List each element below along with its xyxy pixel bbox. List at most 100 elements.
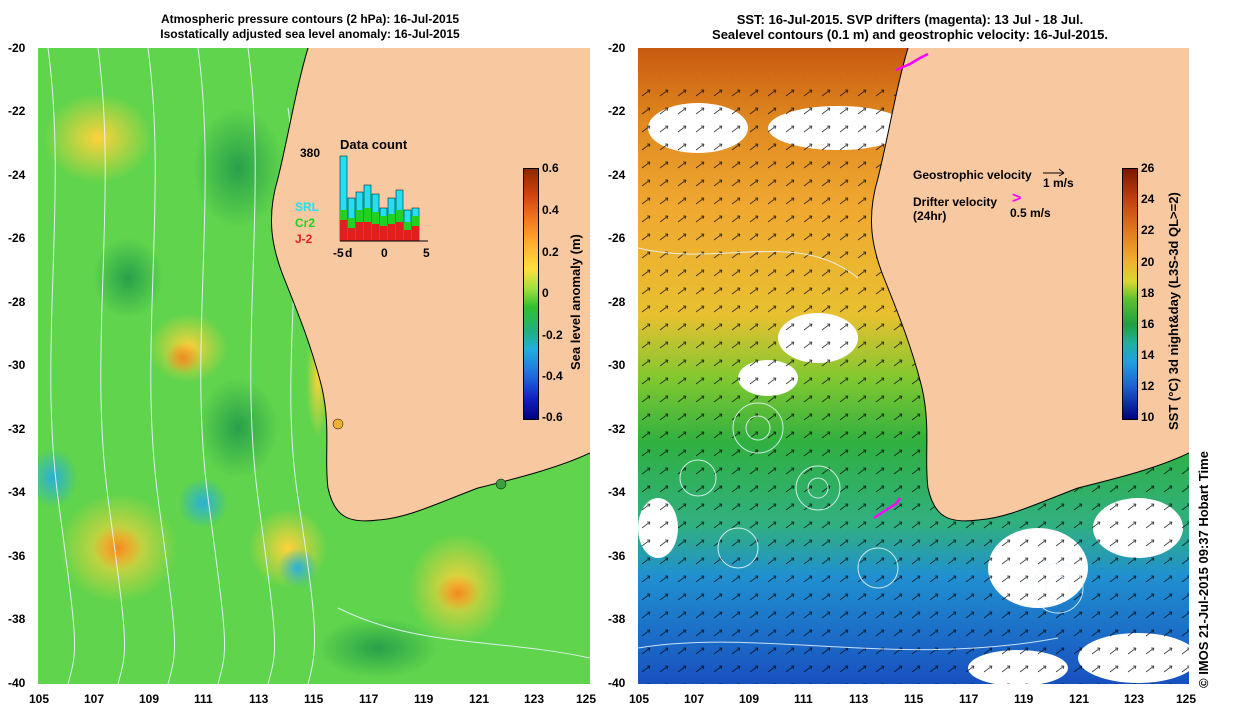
left-title-line1: Atmospheric pressure contours (2 hPa): 1… [160, 12, 460, 26]
histogram-bars [339, 155, 420, 242]
sst-cbar-tick: 22 [1141, 223, 1155, 237]
right-map [638, 48, 1189, 684]
sla-colorbar-label: Sea level anomaly (m) [568, 234, 583, 370]
left-ytick: -34 [8, 485, 26, 499]
sealevel-contours [638, 247, 1084, 651]
left-xtick: 109 [139, 692, 160, 706]
island-marker-perth [332, 418, 344, 430]
right-xtick: 105 [629, 692, 650, 706]
inset-xtick: 5 [423, 246, 430, 260]
right-xtick: 111 [794, 692, 813, 706]
left-map [38, 48, 590, 684]
right-title: SST: 16-Jul-2015. SVP drifters (magenta)… [630, 12, 1190, 42]
right-ytick: -36 [608, 549, 626, 563]
sst-cbar-tick: 10 [1141, 410, 1155, 424]
sst-cbar-tick: 18 [1141, 286, 1155, 300]
drifter-velocity-scale: 0.5 m/s [1010, 206, 1051, 220]
sst-cbar-tick: 14 [1141, 348, 1155, 362]
data-count-title: Data count [340, 137, 408, 152]
right-ytick: -26 [608, 231, 626, 245]
sst-cbar-tick: 24 [1141, 192, 1155, 206]
right-ytick: -32 [608, 422, 626, 436]
drifter-arrow-icon: > [1012, 190, 1022, 207]
right-xtick: 117 [959, 692, 979, 706]
sst-cbar-tick: 20 [1141, 255, 1155, 269]
sla-cbar-tick: -0.6 [542, 410, 563, 424]
sla-cbar-tick: -0.2 [542, 328, 563, 342]
inset-xtick: 0 [381, 246, 388, 260]
right-ytick: -38 [608, 612, 626, 626]
sla-colorbar [523, 168, 539, 420]
right-xtick: 119 [1014, 692, 1034, 706]
right-xtick: 115 [904, 692, 924, 706]
right-ytick: -22 [608, 104, 626, 118]
left-xtick: 115 [304, 692, 324, 706]
sla-cbar-tick: 0 [542, 286, 549, 300]
drifter-track-south [873, 497, 902, 520]
island-marker-south [495, 478, 507, 490]
right-xtick: 123 [1124, 692, 1145, 706]
right-ytick: -34 [608, 485, 626, 499]
left-xtick: 111 [194, 692, 213, 706]
left-ytick: -40 [8, 676, 26, 690]
left-xtick: 119 [414, 692, 434, 706]
right-title-line1: SST: 16-Jul-2015. SVP drifters (magenta)… [736, 12, 1084, 27]
sla-cbar-tick: -0.4 [542, 369, 563, 383]
right-title-line2: Sealevel contours (0.1 m) and geostrophi… [712, 27, 1108, 42]
geo-velocity-label: Geostrophic velocity [913, 168, 1032, 182]
left-ytick: -38 [8, 612, 26, 626]
geo-velocity-arrow-icon [1043, 168, 1065, 177]
right-ytick: -20 [608, 41, 626, 55]
left-ytick: -20 [8, 41, 26, 55]
legend-srl: SRL [295, 200, 319, 214]
left-ytick: -32 [8, 422, 26, 436]
left-xtick: 125 [576, 692, 597, 706]
right-xtick: 107 [684, 692, 705, 706]
sst-colorbar [1122, 168, 1138, 420]
left-xtick: 107 [84, 692, 105, 706]
coastline [270, 48, 590, 522]
drifter-velocity-label: Drifter velocity [913, 195, 998, 209]
imos-credit: © IMOS 21-Jul-2015 09:37 Hobart Time [1196, 451, 1211, 688]
land-australia [271, 48, 590, 521]
right-ytick: -28 [608, 295, 626, 309]
sst-cbar-tick: 12 [1141, 379, 1155, 393]
right-ytick: -30 [608, 358, 626, 372]
sla-cbar-tick: 0.6 [542, 161, 559, 175]
data-count-histogram [339, 155, 428, 242]
right-xtick: 125 [1176, 692, 1197, 706]
legend-cr2: Cr2 [295, 216, 316, 230]
coastline [870, 48, 1189, 522]
left-title: Atmospheric pressure contours (2 hPa): 1… [60, 12, 560, 42]
left-xtick: 121 [469, 692, 490, 706]
left-xtick: 105 [29, 692, 50, 706]
right-xtick: 113 [849, 692, 869, 706]
sst-colorbar-label: SST (°C) 3d night&day (L3S-3d QL>=2) [1166, 192, 1181, 430]
left-title-line2: Isostatically adjusted sea level anomaly… [160, 27, 460, 41]
left-xtick: 117 [359, 692, 379, 706]
legend-j2: J-2 [295, 232, 313, 246]
sla-blobs [38, 93, 508, 678]
sla-cbar-tick: 0.4 [542, 203, 559, 217]
left-ytick: -22 [8, 104, 26, 118]
drifter-track-north [895, 52, 929, 72]
land-australia [871, 48, 1189, 521]
left-xtick: 113 [249, 692, 269, 706]
right-ytick: -24 [608, 168, 626, 182]
drifter-velocity-sub: (24hr) [913, 209, 947, 223]
left-xtick: 123 [524, 692, 545, 706]
left-ytick: -28 [8, 295, 26, 309]
left-ytick: -26 [8, 231, 26, 245]
left-ytick: -24 [8, 168, 26, 182]
inset-xtick-d: d [345, 246, 353, 260]
right-xtick: 109 [739, 692, 760, 706]
sla-cbar-tick: 0.2 [542, 245, 559, 259]
sst-cbar-tick: 26 [1141, 161, 1155, 175]
sst-cbar-tick: 16 [1141, 317, 1155, 331]
geo-velocity-scale: 1 m/s [1043, 176, 1074, 190]
left-ytick: -36 [8, 549, 26, 563]
left-ytick: -30 [8, 358, 26, 372]
right-xtick: 121 [1069, 692, 1090, 706]
inset-xtick: -5 [333, 246, 344, 260]
right-ytick: -40 [608, 676, 626, 690]
